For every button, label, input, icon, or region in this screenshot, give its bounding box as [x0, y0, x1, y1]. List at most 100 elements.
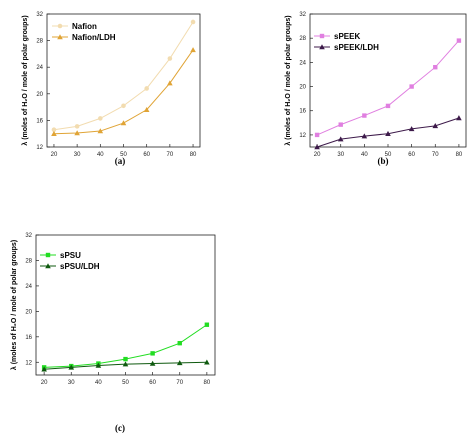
data-point — [338, 122, 343, 127]
data-point — [98, 116, 103, 121]
data-point — [149, 360, 156, 366]
data-point — [144, 86, 149, 91]
data-point — [176, 360, 183, 366]
x-tick-label: 50 — [385, 152, 392, 158]
chart-panel-3: 20 30 40 50 60 70 80 12 16 20 24 28 32 λ (moles of H₂… — [10, 233, 216, 433]
x-tick-label: 30 — [74, 152, 81, 158]
x-tick-label: 30 — [337, 152, 344, 158]
panel-caption: (b) — [378, 156, 389, 166]
y-tick-label: 20 — [36, 92, 43, 98]
y-tick-label: 28 — [25, 258, 32, 264]
legend-label: Nafion/LDH — [72, 33, 116, 42]
data-point — [122, 361, 129, 367]
y-tick-label: 12 — [299, 133, 306, 139]
x-tick-label: 80 — [190, 152, 197, 158]
data-point — [51, 130, 57, 136]
legend-label: sPSU — [60, 251, 81, 260]
y-tick-label: 32 — [25, 233, 32, 239]
x-tick-label: 80 — [456, 152, 463, 158]
data-point — [204, 359, 210, 365]
y-tick-label: 24 — [299, 60, 306, 66]
data-point — [314, 144, 320, 150]
legend-label: sPEEK/LDH — [334, 43, 379, 52]
y-tick-label: 28 — [36, 39, 43, 45]
legend-marker — [45, 252, 51, 258]
y-tick-label: 16 — [36, 118, 43, 124]
x-tick-label: 50 — [122, 380, 129, 386]
x-tick-label: 70 — [176, 380, 183, 386]
data-point — [433, 65, 438, 70]
data-point — [121, 103, 126, 109]
panel-caption: (c) — [115, 423, 125, 433]
data-point — [143, 106, 150, 112]
chart-panel-2: 20 30 40 50 60 70 80 12 16 20 24 28 32 λ (moles of H₂… — [284, 12, 467, 166]
data-point — [95, 362, 102, 368]
data-point — [409, 84, 414, 89]
data-point — [123, 356, 128, 362]
legend-marker — [57, 34, 63, 40]
data-point — [385, 103, 391, 109]
data-point — [41, 366, 47, 372]
y-tick-label: 24 — [36, 65, 43, 71]
data-point — [361, 133, 368, 139]
y-tick-label: 20 — [299, 85, 306, 91]
x-tick-label: 20 — [51, 152, 58, 158]
data-point — [68, 364, 75, 370]
y-axis-label: λ (moles of H₂O / mole of polar groups) — [21, 15, 29, 145]
data-point — [204, 322, 210, 327]
x-tick-label: 30 — [68, 380, 75, 386]
data-point — [74, 124, 80, 129]
y-tick-label: 20 — [25, 309, 32, 315]
legend-label: sPSU/LDH — [60, 262, 100, 271]
legend-marker — [57, 23, 63, 29]
legend-marker — [45, 263, 51, 269]
data-point — [314, 132, 320, 138]
data-point — [362, 113, 367, 118]
data-point — [150, 351, 155, 356]
data-point — [456, 38, 462, 43]
y-axis-label: λ (moles of H₂O / mole of polar groups) — [10, 240, 18, 370]
data-point — [432, 123, 439, 129]
data-point — [385, 130, 391, 136]
y-tick-label: 16 — [25, 335, 32, 341]
data-point — [337, 136, 344, 142]
y-axis-label: λ (moles of H₂O / mole of polar groups) — [284, 15, 292, 145]
x-tick-label: 50 — [120, 152, 127, 158]
x-tick-label: 70 — [167, 152, 174, 158]
y-tick-label: 16 — [299, 109, 306, 115]
x-tick-label: 20 — [314, 152, 321, 158]
data-point — [456, 115, 462, 121]
data-point — [167, 80, 173, 86]
data-point — [167, 56, 173, 61]
y-tick-label: 24 — [25, 284, 32, 290]
y-tick-label: 32 — [299, 12, 306, 18]
legend-marker — [319, 44, 325, 50]
data-point — [190, 47, 196, 53]
x-tick-label: 40 — [361, 152, 368, 158]
data-point — [177, 340, 182, 346]
x-tick-label: 40 — [95, 380, 102, 386]
data-point — [190, 19, 196, 25]
panel-caption: (a) — [115, 156, 126, 166]
y-tick-label: 32 — [36, 12, 43, 18]
legend-label: sPEEK — [334, 32, 360, 41]
y-tick-label: 28 — [299, 36, 306, 42]
x-tick-label: 60 — [408, 152, 415, 158]
x-tick-label: 60 — [149, 380, 156, 386]
y-tick-label: 12 — [25, 360, 32, 366]
legend-marker — [319, 33, 325, 39]
x-tick-label: 80 — [204, 380, 211, 386]
chart-panel-1: 20 30 40 50 60 70 80 12 16 20 24 28 32 λ (moles of H₂… — [21, 12, 201, 166]
data-point — [97, 128, 104, 134]
x-tick-label: 40 — [97, 152, 104, 158]
legend-label: Nafion — [72, 22, 97, 31]
y-tick-label: 12 — [36, 145, 43, 151]
data-point — [74, 130, 80, 136]
data-point — [120, 120, 127, 126]
x-tick-label: 70 — [432, 152, 439, 158]
x-tick-label: 20 — [41, 380, 48, 386]
series-line-1 — [316, 40, 460, 136]
data-point — [51, 127, 57, 133]
x-tick-label: 60 — [143, 152, 150, 158]
